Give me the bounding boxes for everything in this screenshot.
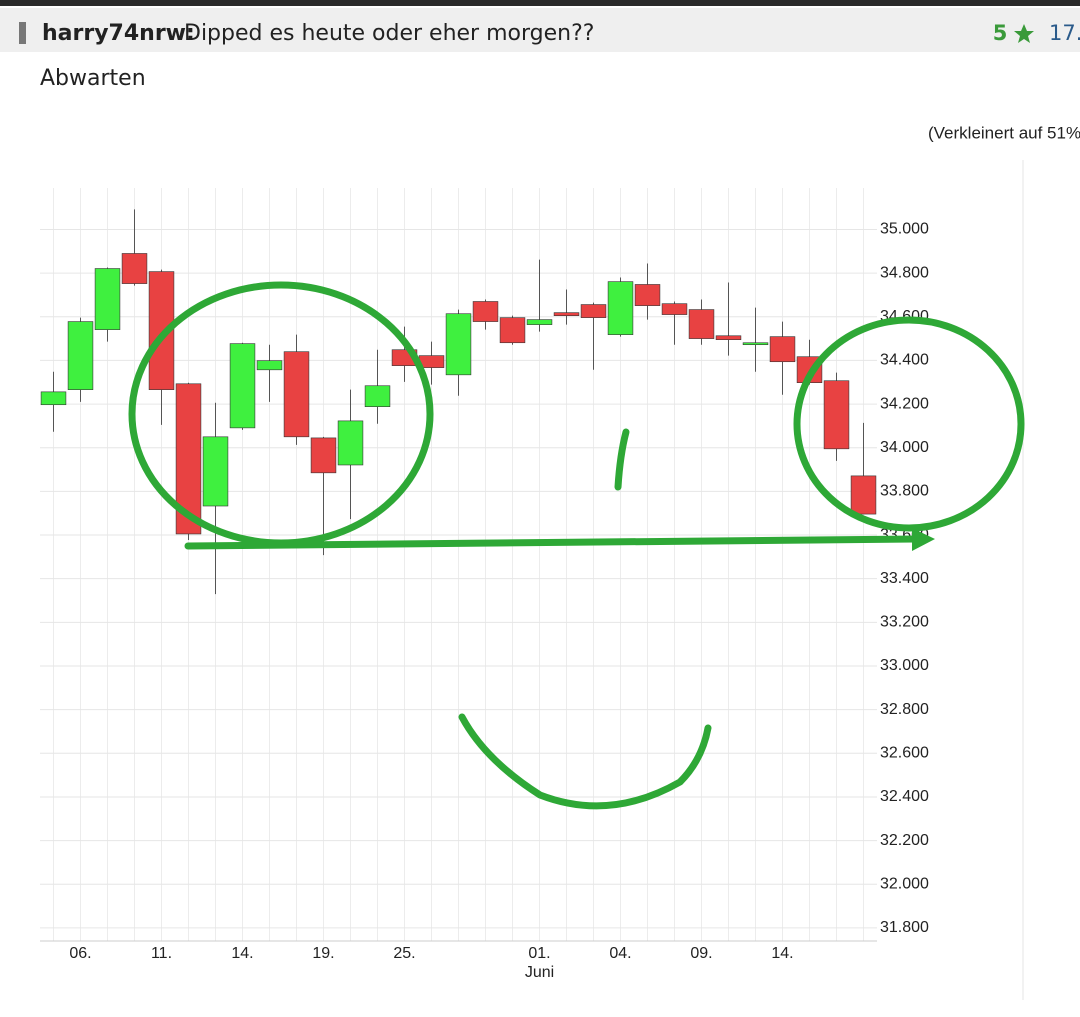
candle-body — [526, 319, 553, 325]
candle-body — [688, 309, 715, 339]
candle-body — [310, 437, 337, 474]
header-marker — [19, 22, 26, 44]
candle-body — [580, 304, 607, 318]
candle-body — [283, 351, 310, 438]
candle-body — [823, 380, 850, 450]
candle-body — [40, 391, 67, 406]
candle-body — [337, 420, 364, 466]
x-tick-label: 19. — [312, 945, 334, 962]
candle-body — [634, 284, 661, 306]
candle-body — [256, 360, 283, 371]
candle-body — [229, 343, 256, 429]
candle-body — [202, 436, 229, 507]
x-tick-label: 01. — [528, 945, 550, 962]
post-header — [0, 8, 1080, 52]
candle-body — [445, 313, 472, 376]
y-tick-label: 32.800 — [880, 701, 929, 718]
smiley-mouth — [458, 713, 712, 810]
y-tick-label: 32.200 — [880, 832, 929, 849]
post-body: Abwarten — [40, 66, 146, 91]
candle-body — [661, 303, 688, 315]
candlestick-chart: 35.00034.80034.60034.40034.20034.00033.8… — [40, 188, 929, 981]
x-sublabel: Juni — [525, 964, 554, 981]
y-tick-label: 34.400 — [880, 352, 929, 369]
y-tick-label: 33.800 — [880, 483, 929, 500]
smiley-eye — [614, 428, 630, 491]
arrow-head — [912, 528, 935, 551]
candle-body — [94, 268, 121, 330]
y-tick-label: 33.200 — [880, 614, 929, 631]
y-tick-label: 35.000 — [880, 221, 929, 238]
candle-body — [67, 321, 94, 390]
post-title: Dipped es heute oder eher morgen?? — [184, 21, 594, 46]
x-tick-label: 25. — [393, 945, 415, 962]
arrow-line — [184, 535, 919, 550]
candle-body — [553, 312, 580, 316]
candle-body — [850, 475, 877, 515]
x-tick-label: 14. — [231, 945, 253, 962]
y-tick-label: 32.400 — [880, 788, 929, 805]
candle-body — [472, 301, 499, 322]
post-rating[interactable]: 5 — [993, 21, 1008, 45]
y-tick-label: 34.200 — [880, 395, 929, 412]
y-tick-label: 34.000 — [880, 439, 929, 456]
x-tick-label: 11. — [151, 945, 172, 962]
y-tick-label: 33.000 — [880, 657, 929, 674]
candle-body — [499, 317, 526, 344]
x-tick-label: 06. — [69, 945, 91, 962]
star-icon[interactable] — [1014, 24, 1034, 43]
candle-body — [769, 336, 796, 363]
post-date: 17. — [1049, 21, 1080, 45]
y-tick-label: 31.800 — [880, 919, 929, 936]
circle-right — [793, 316, 1025, 532]
candle-body — [121, 253, 148, 284]
post-author[interactable]: harry74nrw: — [42, 21, 195, 46]
candle-body — [607, 281, 634, 335]
y-tick-label: 33.400 — [880, 570, 929, 587]
image-note: (Verkleinert auf 51% — [928, 123, 1080, 142]
candle-body — [742, 342, 769, 346]
candle-body — [715, 335, 742, 340]
candle-body — [364, 385, 391, 407]
x-tick-label: 09. — [690, 945, 712, 962]
y-tick-label: 32.000 — [880, 875, 929, 892]
drawing — [128, 281, 1025, 810]
y-tick-label: 34.800 — [880, 264, 929, 281]
x-tick-label: 14. — [771, 945, 793, 962]
y-tick-label: 32.600 — [880, 745, 929, 762]
top-bar — [0, 0, 1080, 6]
x-tick-label: 04. — [609, 945, 631, 962]
